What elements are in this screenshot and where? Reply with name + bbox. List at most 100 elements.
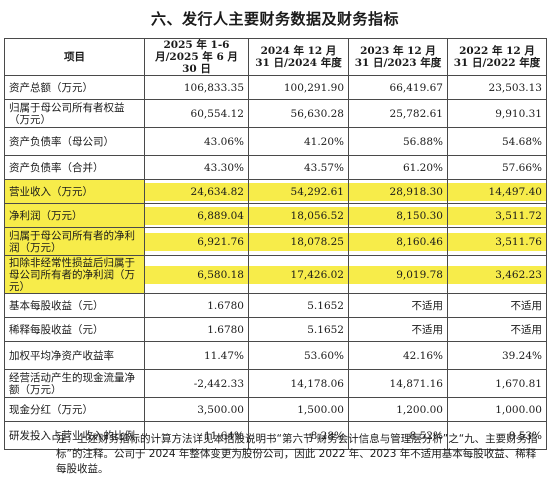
row-value: 56,630.28 <box>248 99 349 128</box>
row-value: 1,200.00 <box>348 397 448 422</box>
row-value: -2,442.33 <box>144 369 249 398</box>
row-value: 6,580.18 <box>144 255 249 294</box>
header-2024: 2024 年 12 月 31 日/2024 年度 <box>248 38 349 76</box>
table-row: 归属于母公司所有者的净利润（万元） 6,921.76 18,078.25 8,160.… <box>4 227 547 256</box>
highlighted-value: 14,497.40 <box>448 182 546 201</box>
row-value: 28,918.30 <box>348 179 448 204</box>
row-value: 106,833.35 <box>144 75 249 100</box>
row-value: 5.1652 <box>248 293 349 318</box>
row-value: 1.6780 <box>144 293 249 318</box>
row-value: 41.20% <box>248 127 349 156</box>
row-value: 不适用 <box>447 293 547 318</box>
highlighted-value: 54,292.61 <box>249 182 348 201</box>
row-value: 3,500.00 <box>144 397 249 422</box>
section-title: 六、发行人主要财务数据及财务指标 <box>150 10 399 28</box>
row-value: 8.53% <box>447 421 547 450</box>
header-2025: 2025 年 1-6 月/2025 年 6 月 30 日 <box>144 38 249 76</box>
row-value: 3,511.72 <box>447 203 547 228</box>
highlighted-value: 6,580.18 <box>145 265 248 284</box>
row-value: 1,670.81 <box>447 369 547 398</box>
row-value: 17,426.02 <box>248 255 349 294</box>
table-row: 资产负债率（母公司） 43.06% 41.20% 56.88% 54.68% <box>4 127 547 156</box>
row-value: 53.60% <box>248 341 349 370</box>
table-row: 资产负债率（合并） 43.30% 43.57% 61.20% 57.66% <box>4 155 547 180</box>
row-label: 营业收入（万元） <box>4 179 145 204</box>
highlighted-value: 28,918.30 <box>349 182 447 201</box>
row-value: 6,921.76 <box>144 227 249 256</box>
row-value: 3,462.23 <box>447 255 547 294</box>
row-value: 24,634.82 <box>144 179 249 204</box>
row-value: 56.88% <box>348 127 448 156</box>
row-value: 54.68% <box>447 127 547 156</box>
row-value: 57.66% <box>447 155 547 180</box>
row-value: 42.16% <box>348 341 448 370</box>
row-label: 稀释每股收益（元） <box>4 317 145 342</box>
row-value: 39.24% <box>447 341 547 370</box>
row-value: 不适用 <box>348 317 448 342</box>
row-value: 54,292.61 <box>248 179 349 204</box>
row-value: 不适用 <box>348 293 448 318</box>
row-label: 净利润（万元） <box>4 203 145 228</box>
table-row: 营业收入（万元） 24,634.82 54,292.61 28,918.30 14,49… <box>4 179 547 204</box>
row-value: 61.20% <box>348 155 448 180</box>
row-label: 现金分红（万元） <box>4 397 145 422</box>
highlighted-value: 6,889.04 <box>145 206 248 225</box>
row-value: 8.52% <box>348 421 448 450</box>
row-label: 经营活动产生的现金流量净额（万元） <box>4 369 145 398</box>
row-value: 25,782.61 <box>348 99 448 128</box>
row-value: 1.6780 <box>144 317 249 342</box>
row-value: 14,871.16 <box>348 369 448 398</box>
row-label: 加权平均净资产收益率 <box>4 341 145 370</box>
row-value: 43.30% <box>144 155 249 180</box>
header-item: 项目 <box>4 38 145 76</box>
highlighted-value: 3,462.23 <box>448 265 546 284</box>
row-value: 5.1652 <box>248 317 349 342</box>
row-value: 11.47% <box>144 341 249 370</box>
highlighted-value: 8,150.30 <box>349 206 447 225</box>
row-value: 9,019.78 <box>348 255 448 294</box>
header-2023: 2023 年 12 月 31 日/2023 年度 <box>348 38 448 76</box>
row-label: 资产负债率（合并） <box>4 155 145 180</box>
highlighted-value: 3,511.72 <box>448 206 546 225</box>
table-row: 经营活动产生的现金流量净额（万元） -2,442.33 14,178.06 14,87… <box>4 369 547 398</box>
table-row: 研发投入占营业收入的比例 11.64% 8.28% 8.52% 8.53% <box>4 421 547 450</box>
table-row: 稀释每股收益（元） 1.6780 5.1652 不适用 不适用 <box>4 317 547 342</box>
row-value: 14,497.40 <box>447 179 547 204</box>
row-value: 18,078.25 <box>248 227 349 256</box>
highlighted-value: 8,160.46 <box>349 232 447 251</box>
highlighted-value: 24,634.82 <box>145 182 248 201</box>
row-value: 1,500.00 <box>248 397 349 422</box>
row-value: 60,554.12 <box>144 99 249 128</box>
table-row: 扣除非经常性损益后归属于母公司所有者的净利润（万元） 6,580.18 17,426… <box>4 255 547 294</box>
row-value: 不适用 <box>447 317 547 342</box>
row-value: 23,503.13 <box>447 75 547 100</box>
highlighted-value: 3,511.76 <box>448 232 546 251</box>
table-row: 净利润（万元） 6,889.04 18,056.52 8,150.30 3,511.72 <box>4 203 547 228</box>
highlighted-value: 18,078.25 <box>249 232 348 251</box>
row-value: 8,150.30 <box>348 203 448 228</box>
row-label: 基本每股收益（元） <box>4 293 145 318</box>
highlighted-value: 9,019.78 <box>349 265 447 284</box>
row-value: 43.06% <box>144 127 249 156</box>
row-value: 18,056.52 <box>248 203 349 228</box>
table-header-row: 项目 2025 年 1-6 月/2025 年 6 月 30 日 2024 年 1… <box>4 38 547 76</box>
footnote: 注：上述财务指标的计算方法详见本招股说明书“第六节 财务会计信息与管理层分析”之… <box>56 433 538 475</box>
row-value: 3,511.76 <box>447 227 547 256</box>
table-row: 加权平均净资产收益率 11.47% 53.60% 42.16% 39.24% <box>4 341 547 370</box>
row-value: 6,889.04 <box>144 203 249 228</box>
row-value: 66,419.67 <box>348 75 448 100</box>
table-row: 归属于母公司所有者权益（万元） 60,554.12 56,630.28 25,782.… <box>4 99 547 128</box>
row-value: 43.57% <box>248 155 349 180</box>
row-value: 14,178.06 <box>248 369 349 398</box>
row-value: 8,160.46 <box>348 227 448 256</box>
header-2022: 2022 年 12 月 31 日/2022 年度 <box>447 38 547 76</box>
row-value: 1,000.00 <box>447 397 547 422</box>
highlighted-value: 18,056.52 <box>249 206 348 225</box>
row-label: 归属于母公司所有者权益（万元） <box>4 99 145 128</box>
highlighted-value: 6,921.76 <box>145 232 248 251</box>
table-row: 现金分红（万元） 3,500.00 1,500.00 1,200.00 1,000.00 <box>4 397 547 422</box>
row-label: 资产总额（万元） <box>4 75 145 100</box>
table-row: 资产总额（万元） 106,833.35 100,291.90 66,419.67 23,… <box>4 75 547 100</box>
row-label: 归属于母公司所有者的净利润（万元） <box>4 227 145 256</box>
